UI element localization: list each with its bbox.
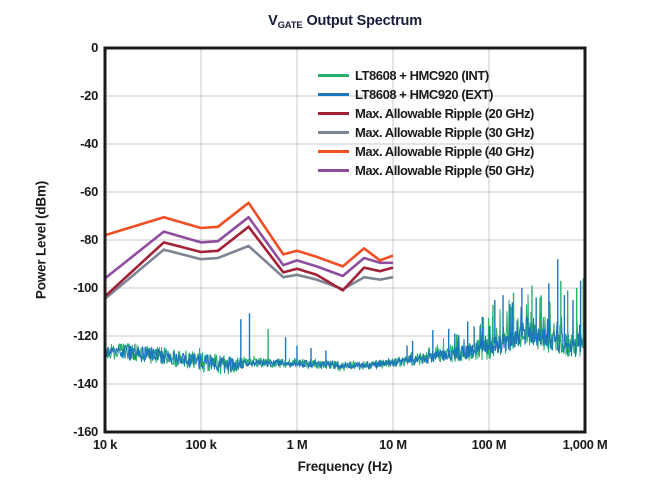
legend-swatch bbox=[318, 169, 349, 172]
x-tick-label: 1,000 M bbox=[562, 437, 608, 452]
title-subscript: GATE bbox=[277, 20, 303, 31]
noise-trace-ext bbox=[105, 303, 586, 374]
y-tick-label: -40 bbox=[80, 136, 98, 151]
legend-swatch bbox=[318, 93, 349, 96]
series-ripple-40 bbox=[104, 201, 394, 268]
x-tick-label: 10 k bbox=[92, 437, 118, 452]
legend-label: Max. Allowable Ripple (20 GHz) bbox=[355, 106, 534, 121]
series-ripple-20 bbox=[104, 225, 394, 298]
legend-label: LT8608 + HMC920 (INT) bbox=[355, 68, 489, 83]
legend-label: Max. Allowable Ripple (50 GHz) bbox=[355, 163, 534, 178]
legend-item: Max. Allowable Ripple (50 GHz) bbox=[318, 161, 534, 180]
legend-swatch bbox=[318, 131, 349, 134]
legend-swatch bbox=[318, 150, 349, 153]
legend-swatch bbox=[318, 112, 349, 115]
legend-item: LT8608 + HMC920 (INT) bbox=[318, 66, 534, 85]
y-tick-label: -60 bbox=[80, 184, 98, 199]
y-tick-label: -120 bbox=[73, 328, 98, 343]
chart-title: VGATE Output Spectrum bbox=[268, 13, 422, 31]
legend: LT8608 + HMC920 (INT) LT8608 + HMC920 (EX… bbox=[318, 66, 534, 180]
y-tick-label: 0 bbox=[91, 40, 98, 55]
title-text: Output Spectrum bbox=[306, 13, 422, 29]
legend-item: Max. Allowable Ripple (40 GHz) bbox=[318, 142, 534, 161]
plot-border bbox=[103, 46, 587, 434]
legend-label: LT8608 + HMC920 (EXT) bbox=[355, 87, 494, 102]
legend-item: LT8608 + HMC920 (EXT) bbox=[318, 85, 534, 104]
legend-swatch bbox=[318, 74, 349, 77]
noise-floor-traces bbox=[105, 259, 586, 375]
x-tick-label: 10 M bbox=[379, 437, 407, 452]
ripple-curves bbox=[104, 201, 394, 300]
y-tick-label: -100 bbox=[73, 280, 98, 295]
y-tick-label: -160 bbox=[73, 424, 98, 439]
series-ripple-30 bbox=[104, 244, 394, 300]
title-symbol: V bbox=[268, 13, 278, 29]
y-tick-label: -80 bbox=[80, 232, 98, 247]
x-tick-label: 1 M bbox=[286, 437, 308, 452]
legend-item: Max. Allowable Ripple (30 GHz) bbox=[318, 123, 534, 142]
legend-label: Max. Allowable Ripple (40 GHz) bbox=[355, 144, 534, 159]
series-ripple-50 bbox=[104, 215, 393, 280]
x-axis-label: Frequency (Hz) bbox=[297, 459, 393, 474]
y-tick-label: -20 bbox=[80, 88, 98, 103]
legend-label: Max. Allowable Ripple (30 GHz) bbox=[355, 125, 534, 140]
x-tick-label: 100 k bbox=[185, 437, 217, 452]
legend-item: Max. Allowable Ripple (20 GHz) bbox=[318, 104, 534, 123]
x-tick-label: 100 M bbox=[471, 437, 507, 452]
y-tick-label: -140 bbox=[73, 376, 98, 391]
